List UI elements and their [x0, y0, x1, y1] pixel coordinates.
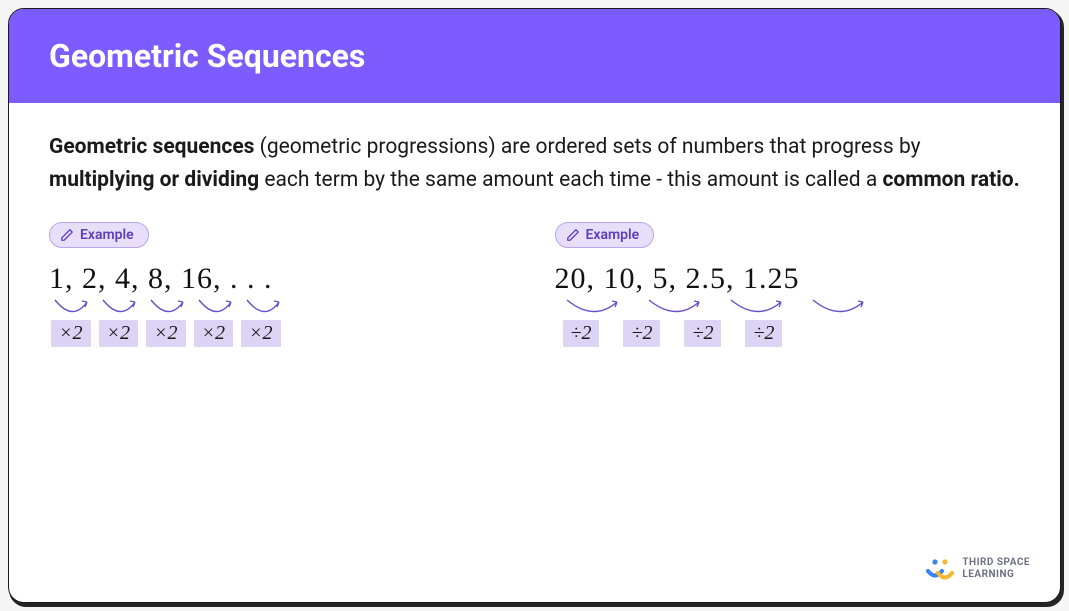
arrows-1 [49, 298, 515, 316]
def-p4: each term by the same amount each time -… [259, 168, 882, 192]
operation-chip: ÷2 [563, 320, 600, 347]
arrows-2 [555, 298, 1021, 316]
operation-chip: ×2 [99, 320, 139, 347]
action-bold: multiplying or dividing [49, 168, 259, 192]
page-title: Geometric Sequences [49, 37, 1020, 75]
ops-2: ÷2 ÷2 ÷2 ÷2 [555, 320, 1021, 347]
example-badge: Example [49, 222, 149, 248]
def-p2: (geometric progressions) are ordered set… [254, 135, 920, 159]
curve-arrow-icon [565, 298, 623, 316]
operation-chip: ×2 [146, 320, 186, 347]
curve-arrow-icon [729, 298, 787, 316]
operation-chip: ÷2 [623, 320, 660, 347]
logo-icon [926, 558, 954, 580]
pencil-icon [566, 228, 580, 242]
curve-arrow-icon [101, 298, 141, 316]
operation-chip: ÷2 [745, 320, 782, 347]
term-bold: Geometric sequences [49, 135, 254, 159]
examples-row: Example 1, 2, 4, 8, 16, . . . ×2×2×2×2×2… [49, 222, 1020, 347]
operation-chip: ×2 [241, 320, 281, 347]
definition-text: Geometric sequences (geometric progressi… [49, 131, 1020, 196]
lesson-card: Geometric Sequences Geometric sequences … [8, 8, 1061, 603]
ops-1: ×2 ×2 ×2 ×2 ×2 [49, 320, 515, 347]
curve-arrow-icon [53, 298, 93, 316]
curve-arrow-icon [197, 298, 237, 316]
operation-chip: ×2 [51, 320, 91, 347]
card-content: Geometric sequences (geometric progressi… [9, 103, 1060, 367]
card-header: Geometric Sequences [9, 9, 1060, 103]
example-badge: Example [555, 222, 655, 248]
ratio-bold: common ratio. [882, 168, 1019, 192]
example-badge-label: Example [586, 227, 640, 243]
logo-line2: LEARNING [962, 569, 1030, 581]
curve-arrow-icon [149, 298, 189, 316]
brand-logo: THIRD SPACE LEARNING [926, 557, 1030, 580]
curve-arrow-icon [245, 298, 285, 316]
operation-chip: ×2 [194, 320, 234, 347]
example-1: Example 1, 2, 4, 8, 16, . . . ×2 ×2 ×2 ×2 ×2 [49, 222, 515, 347]
sequence-1-text: 1, 2, 4, 8, 16, . . . [49, 262, 515, 296]
curve-arrow-icon [647, 298, 705, 316]
logo-text: THIRD SPACE LEARNING [962, 557, 1030, 580]
example-2: Example 20, 10, 5, 2.5, 1.25 ÷2 ÷2 ÷2 ÷2 [555, 222, 1021, 347]
sequence-2-text: 20, 10, 5, 2.5, 1.25 [555, 262, 1021, 296]
pencil-icon [60, 228, 74, 242]
example-badge-label: Example [80, 227, 134, 243]
operation-chip: ÷2 [684, 320, 721, 347]
curve-arrow-icon [811, 298, 869, 316]
logo-line1: THIRD SPACE [962, 557, 1030, 569]
